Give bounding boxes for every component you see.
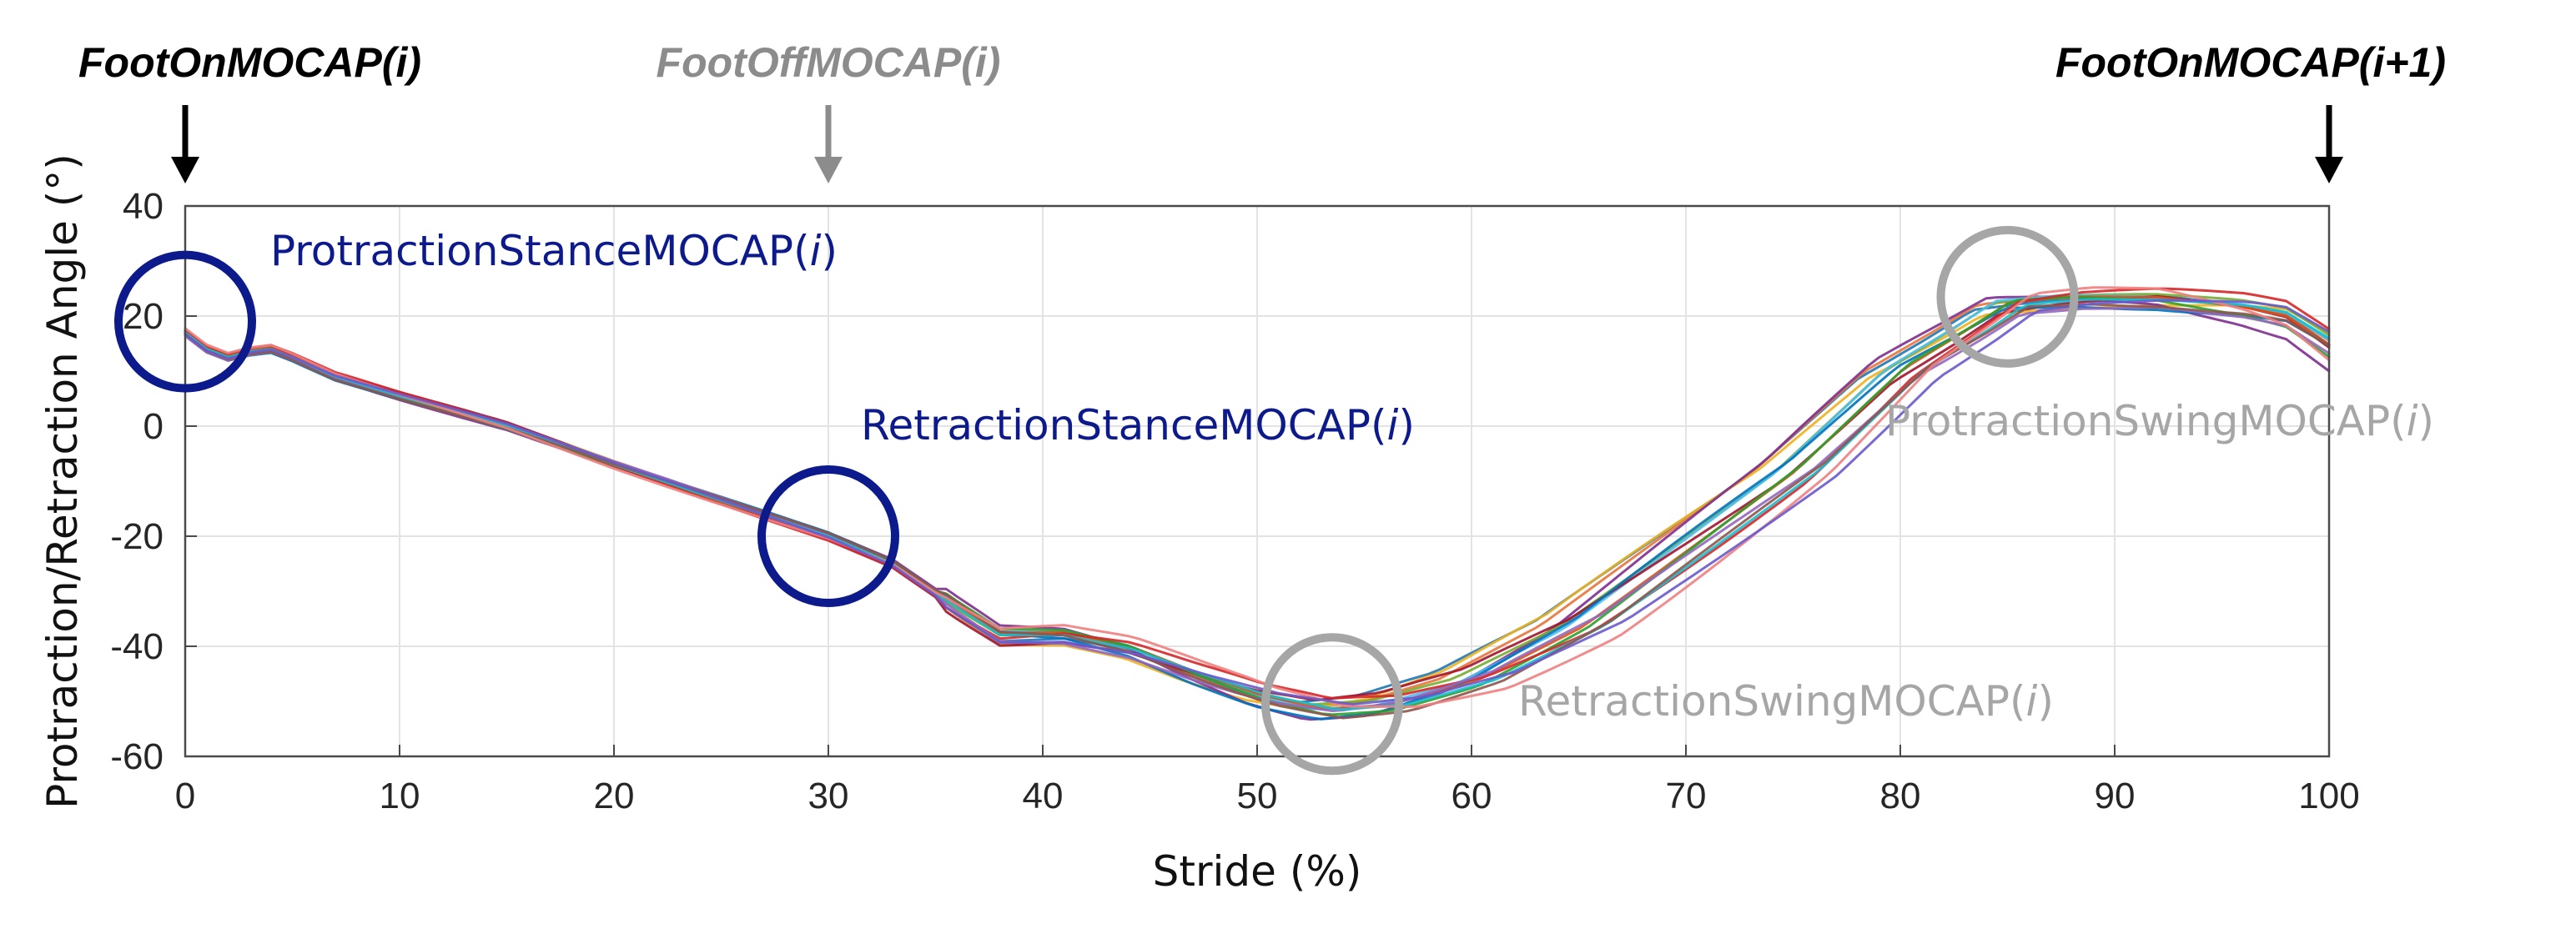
x-tick-label: 0 xyxy=(175,776,195,816)
stride-curve xyxy=(184,286,2331,708)
annotation-circle xyxy=(1936,225,2079,368)
grid xyxy=(184,205,2330,757)
x-tick-label: 20 xyxy=(594,776,635,816)
annotation-label: RetractionSwingMOCAP(i) xyxy=(1518,677,2054,726)
x-tick-label: 60 xyxy=(1452,776,1492,816)
x-tick-label: 100 xyxy=(2298,776,2359,816)
y-axis-title: Protraction/Retraction Angle (°) xyxy=(38,153,87,809)
event-markers: FootOnMOCAP(i) FootOffMOCAP(i) FootOnMOCAP… xyxy=(78,39,2446,183)
x-tick-label: 50 xyxy=(1237,776,1278,816)
x-tick-label: 80 xyxy=(1880,776,1921,816)
x-tick-label: 90 xyxy=(2095,776,2136,816)
x-axis-title: Stride (%) xyxy=(1153,847,1362,896)
axis-ticks: 0 10 20 30 40 50 60 70 80 90 100 40 20 0 -20 -40 -60 xyxy=(110,186,2359,816)
annotation-label: RetractionStanceMOCAP(i) xyxy=(861,401,1415,449)
event-arrowhead xyxy=(171,157,199,183)
annotation-label: ProtractionStanceMOCAP(i) xyxy=(270,227,838,275)
annotation-label: ProtractionSwingMOCAP(i) xyxy=(1885,397,2434,445)
stride-curves xyxy=(184,286,2331,721)
event-arrowhead xyxy=(2315,157,2343,183)
y-tick-label: -60 xyxy=(110,736,164,777)
y-tick-label: -40 xyxy=(110,626,164,667)
annotations: ProtractionStanceMOCAP(i) RetractionStanc… xyxy=(114,225,2434,776)
annotation-circle xyxy=(114,250,256,393)
annotation-circle xyxy=(757,465,899,607)
x-tick-label: 70 xyxy=(1666,776,1707,816)
event-label: FootOnMOCAP(i+1) xyxy=(2055,39,2446,86)
y-tick-label: 40 xyxy=(123,186,164,227)
stride-curve xyxy=(184,303,2331,720)
annotation-circle xyxy=(1260,633,1403,776)
x-tick-label: 10 xyxy=(380,776,420,816)
y-tick-label: 0 xyxy=(143,406,164,447)
event-label: FootOffMOCAP(i) xyxy=(657,39,1001,86)
event-label: FootOnMOCAP(i) xyxy=(78,39,421,86)
event-arrowhead xyxy=(814,157,843,183)
x-tick-label: 40 xyxy=(1023,776,1064,816)
y-tick-label: -20 xyxy=(110,516,164,557)
x-tick-label: 30 xyxy=(808,776,849,816)
y-tick-label: 20 xyxy=(123,296,164,337)
